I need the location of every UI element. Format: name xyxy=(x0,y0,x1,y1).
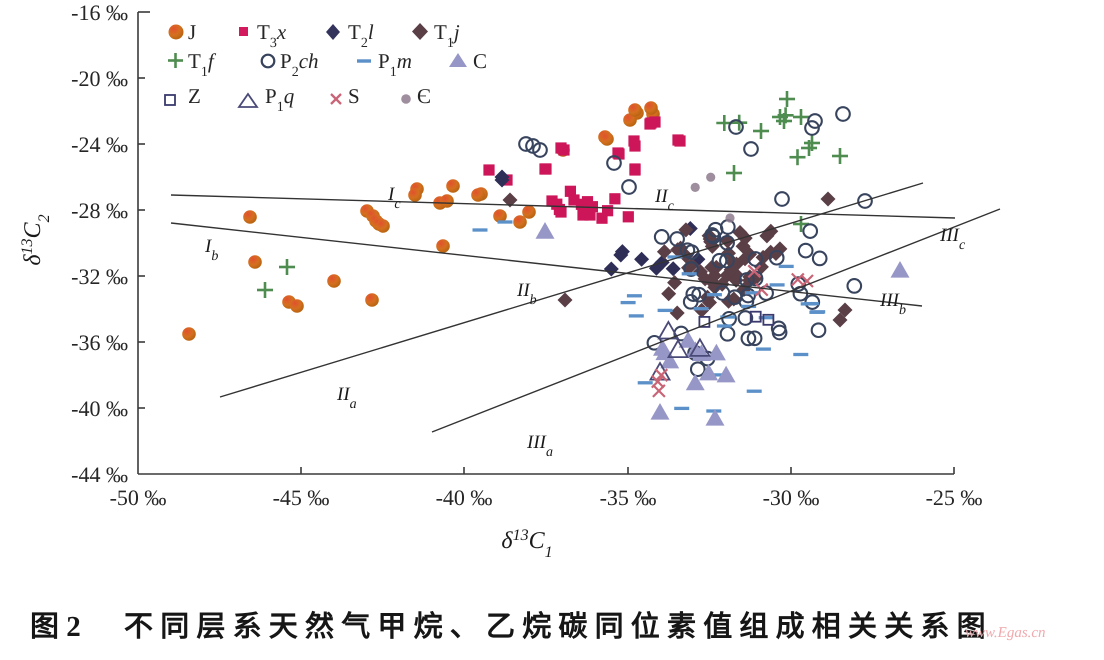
svg-text:-25 ‰: -25 ‰ xyxy=(926,485,983,510)
svg-text:C: C xyxy=(473,49,487,73)
svg-text:-24 ‰: -24 ‰ xyxy=(71,132,128,157)
svg-text:不同层系天然气甲烷、乙烷碳同位素值组成相关关系图: 不同层系天然气甲烷、乙烷碳同位素值组成相关关系图 xyxy=(124,610,993,643)
svg-text:S: S xyxy=(348,84,360,108)
svg-text:-16 ‰: -16 ‰ xyxy=(71,0,128,25)
svg-text:www.Egas.cn: www.Egas.cn xyxy=(965,625,1046,641)
svg-text:-36 ‰: -36 ‰ xyxy=(71,330,128,355)
svg-text:-40 ‰: -40 ‰ xyxy=(436,485,493,510)
svg-text:-32 ‰: -32 ‰ xyxy=(71,264,128,289)
svg-text:-40 ‰: -40 ‰ xyxy=(71,396,128,421)
svg-text:-35 ‰: -35 ‰ xyxy=(600,485,657,510)
svg-text:J: J xyxy=(188,20,196,44)
svg-text:图 2: 图 2 xyxy=(30,611,81,643)
svg-text:-45 ‰: -45 ‰ xyxy=(273,485,330,510)
svg-text:-20 ‰: -20 ‰ xyxy=(71,66,128,91)
svg-text:-30 ‰: -30 ‰ xyxy=(763,485,820,510)
svg-text:Z: Z xyxy=(188,84,201,108)
svg-text:-50 ‰: -50 ‰ xyxy=(110,485,167,510)
svg-text:Є: Є xyxy=(417,84,431,108)
svg-text:-44 ‰: -44 ‰ xyxy=(71,462,128,487)
svg-text:-28 ‰: -28 ‰ xyxy=(71,198,128,223)
